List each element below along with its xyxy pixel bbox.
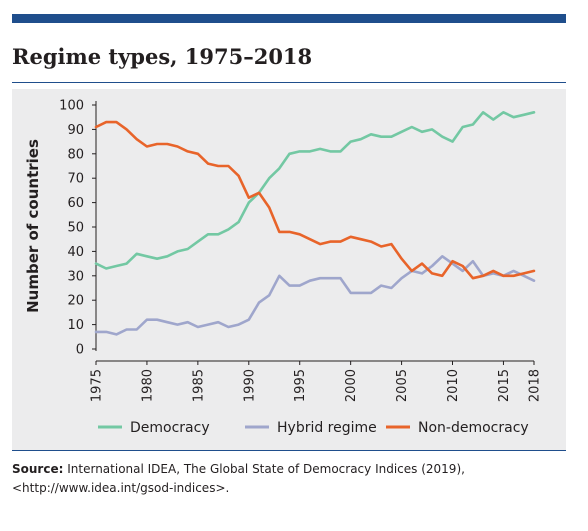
series-line-1 [94,110,536,270]
legend-label-1: Democracy [130,420,210,436]
y-tick-label: 0 [76,343,84,358]
line-chart: 0 10 20 30 40 50 60 70 80 90 100 1975 1980 1985 1990 19… [24,99,543,437]
y-tick-label: 60 [67,196,84,211]
x-tick-label: 2005 [395,369,410,402]
y-axis-label: Number of countries [24,139,42,313]
source-text: International IDEA, The Global State of … [12,462,465,495]
x-tick-label: 1990 [242,369,257,402]
x-tick-label: 1985 [191,369,206,402]
legend-label-2: Hybrid regime [277,420,377,436]
y-tick-label: 30 [67,269,84,284]
series-line-3 [94,120,536,280]
chart-panel [12,89,566,450]
page-title: Regime types, 1975–2018 [12,44,313,69]
x-tick-label: 2015 [497,369,512,402]
x-tick-label: 1995 [293,369,308,402]
source-divider [12,450,566,451]
x-tick-label: 2010 [446,369,461,402]
y-tick-label: 90 [67,123,84,138]
y-tick-label: 20 [67,294,84,309]
title-divider [12,82,566,83]
y-tick-label: 40 [67,245,84,260]
x-tick-label: 1980 [140,369,155,402]
y-tick-label: 100 [59,99,84,114]
series-line-2 [94,255,536,336]
source-label: Source: [12,462,64,476]
y-tick-label: 50 [67,221,84,236]
brand-bar [12,14,566,23]
y-tick-label: 70 [67,172,84,187]
x-tick-label: 1975 [90,369,105,402]
y-tick-label: 10 [67,318,84,333]
x-tick-label: 2018 [528,369,543,402]
x-tick-label: 2000 [344,369,359,402]
y-tick-label: 80 [67,147,84,162]
source-note: Source: International IDEA, The Global S… [12,460,568,498]
legend-label-3: Non-democracy [418,420,529,436]
